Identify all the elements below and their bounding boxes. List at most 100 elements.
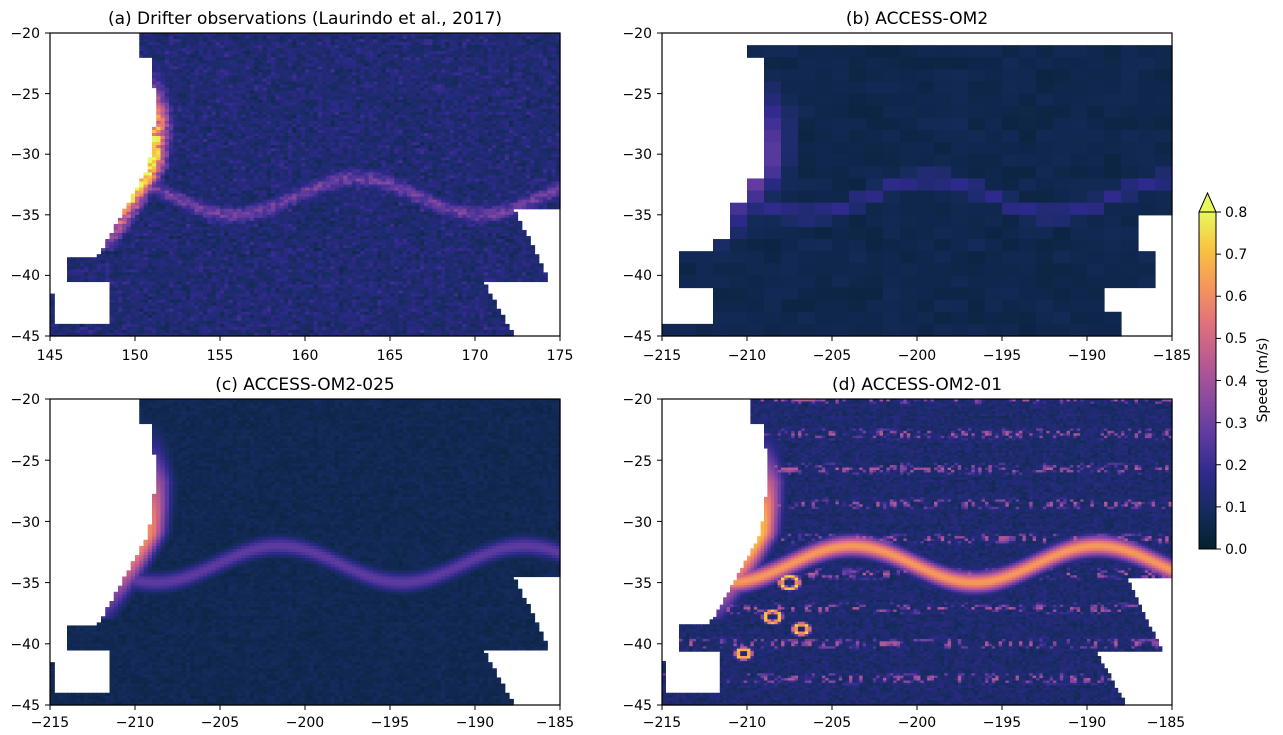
heatmap-cell: [441, 42, 446, 46]
heatmap-cell: [181, 45, 187, 49]
heatmap-cell: [266, 93, 272, 98]
heatmap-cell: [513, 60, 519, 64]
heatmap-cell: [445, 66, 451, 70]
heatmap-cell: [402, 51, 408, 55]
heatmap-cell: [530, 51, 536, 55]
heatmap-cell: [521, 66, 527, 70]
heatmap-cell: [309, 66, 315, 70]
heatmap-cell: [330, 90, 336, 95]
heatmap-cell: [449, 63, 455, 67]
heatmap-cell: [415, 87, 421, 92]
heatmap-cell: [220, 39, 225, 43]
heatmap-cell: [466, 99, 472, 104]
heatmap-cell: [470, 66, 476, 70]
heatmap-cell: [177, 57, 183, 61]
heatmap-cell: [160, 90, 166, 95]
heatmap-cell: [139, 36, 145, 40]
heatmap-cell: [249, 54, 255, 58]
heatmap-cell: [169, 69, 174, 73]
heatmap-cell: [322, 69, 327, 73]
heatmap-cell: [500, 66, 506, 70]
heatmap-cell: [322, 84, 327, 89]
heatmap-cell: [283, 39, 289, 43]
heatmap-cell: [224, 93, 230, 98]
heatmap-cell: [415, 90, 421, 95]
heatmap-cell: [232, 48, 238, 52]
heatmap-cell: [279, 57, 285, 61]
heatmap-cell: [203, 84, 208, 89]
heatmap-cell: [492, 84, 497, 89]
heatmap-cell: [475, 48, 480, 52]
heatmap-cell: [147, 36, 153, 40]
heatmap-cell: [300, 66, 306, 70]
heatmap-cell: [453, 87, 459, 92]
heatmap-cell: [215, 33, 221, 37]
heatmap-cell: [407, 96, 412, 101]
heatmap-cell: [453, 42, 459, 46]
heatmap-cell: [551, 99, 557, 104]
heatmap-cell: [300, 42, 306, 46]
heatmap-cell: [368, 99, 374, 104]
heatmap-cell: [249, 81, 255, 86]
heatmap-cell: [279, 99, 285, 104]
heatmap-cell: [203, 78, 208, 83]
heatmap-cell: [356, 39, 361, 43]
heatmap-cell: [147, 39, 153, 43]
heatmap-cell: [407, 99, 412, 104]
heatmap-cell: [271, 96, 276, 101]
heatmap-cell: [551, 72, 557, 77]
heatmap-cell: [190, 93, 196, 98]
heatmap-cell: [538, 36, 544, 40]
heatmap-cell: [381, 42, 387, 46]
heatmap-cell: [164, 39, 170, 43]
heatmap-cell: [462, 39, 468, 43]
heatmap-cell: [275, 60, 281, 64]
heatmap-cell: [322, 75, 327, 80]
heatmap-cell: [322, 96, 327, 101]
heatmap-cell: [181, 75, 187, 80]
heatmap-cell: [402, 60, 408, 64]
heatmap-cell: [513, 54, 519, 58]
heatmap-cell: [381, 78, 387, 83]
heatmap-cell: [449, 39, 455, 43]
heatmap-cell: [458, 75, 463, 80]
heatmap-cell: [262, 78, 268, 83]
heatmap-cell: [288, 75, 293, 80]
heatmap-cell: [368, 54, 374, 58]
heatmap-cell: [462, 81, 468, 86]
heatmap-cell: [198, 45, 204, 49]
heatmap-cell: [466, 93, 472, 98]
heatmap-cell: [483, 42, 489, 46]
heatmap-cell: [543, 75, 548, 80]
heatmap-cell: [309, 93, 315, 98]
heatmap-cell: [475, 57, 480, 61]
heatmap-cell: [228, 90, 234, 95]
heatmap-cell: [534, 54, 540, 58]
heatmap-cell: [339, 48, 344, 52]
heatmap-cell: [551, 81, 557, 86]
heatmap-cell: [326, 42, 332, 46]
heatmap-cell: [228, 33, 234, 37]
heatmap-cell: [152, 66, 157, 70]
heatmap-cell: [334, 96, 340, 101]
heatmap-cell: [432, 51, 438, 55]
heatmap-cell: [343, 99, 349, 104]
heatmap-cell: [407, 42, 412, 46]
heatmap-cell: [330, 48, 336, 52]
heatmap-cell: [249, 78, 255, 83]
heatmap-cell: [453, 84, 459, 89]
heatmap-cell: [164, 96, 170, 101]
heatmap-cell: [300, 63, 306, 67]
heatmap-cell: [292, 63, 298, 67]
heatmap-cell: [538, 57, 544, 61]
heatmap-cell: [394, 66, 400, 70]
heatmap-cell: [475, 33, 480, 37]
heatmap-cell: [186, 63, 191, 67]
heatmap-cell: [203, 63, 208, 67]
heatmap-cell: [296, 39, 302, 43]
heatmap-cell: [390, 36, 395, 40]
heatmap-cell: [288, 99, 293, 104]
heatmap-cell: [322, 102, 327, 107]
heatmap-cell: [385, 36, 391, 40]
heatmap-cell: [526, 69, 531, 73]
